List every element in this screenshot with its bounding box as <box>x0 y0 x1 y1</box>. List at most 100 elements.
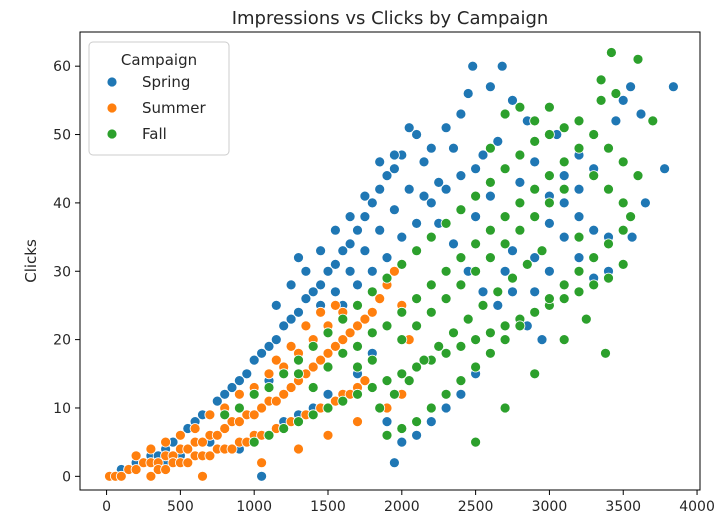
data-point <box>433 340 445 352</box>
data-point <box>388 163 400 175</box>
data-point <box>499 163 511 175</box>
data-point <box>606 47 617 58</box>
data-point <box>263 429 275 441</box>
data-point <box>558 334 570 346</box>
data-point <box>448 142 459 154</box>
data-point <box>344 265 356 277</box>
data-point <box>322 361 334 373</box>
data-point <box>337 395 349 407</box>
data-point <box>219 388 231 400</box>
data-point <box>477 286 489 298</box>
data-point <box>233 416 245 428</box>
data-point <box>455 388 467 400</box>
data-point <box>344 211 356 223</box>
data-point <box>329 340 341 352</box>
data-point <box>573 252 585 264</box>
data-point <box>337 334 349 346</box>
data-point <box>610 88 622 99</box>
data-point <box>610 115 622 127</box>
x-tick-label: 500 <box>167 499 194 515</box>
data-point <box>514 149 526 161</box>
data-point <box>366 327 378 339</box>
plot-frame <box>79 31 701 491</box>
data-point <box>293 354 304 366</box>
data-point <box>359 190 371 202</box>
data-point <box>411 416 423 428</box>
data-point <box>603 183 614 195</box>
data-point <box>529 183 541 195</box>
data-point <box>403 122 415 134</box>
data-point <box>499 238 511 250</box>
data-point <box>455 108 467 120</box>
data-point <box>440 265 452 277</box>
data-point <box>315 306 327 318</box>
data-point <box>640 197 651 209</box>
data-point <box>182 457 194 469</box>
data-point <box>248 409 260 421</box>
data-point <box>300 293 312 305</box>
data-point <box>588 224 600 236</box>
data-point <box>455 340 467 352</box>
data-point <box>256 457 268 469</box>
data-point <box>388 204 400 216</box>
data-point <box>285 340 297 352</box>
data-point <box>388 457 400 469</box>
y-axis: 0 10 20 30 40 50 60 <box>53 59 80 485</box>
data-point <box>544 101 555 113</box>
data-point <box>307 382 319 393</box>
data-point <box>573 231 585 243</box>
data-point <box>514 320 526 332</box>
data-point <box>659 163 670 175</box>
data-point <box>425 231 437 243</box>
data-point <box>411 245 423 257</box>
data-point <box>499 402 511 414</box>
data-point <box>418 354 430 366</box>
data-point <box>285 382 297 393</box>
data-point <box>558 279 570 291</box>
legend-marker <box>106 128 118 140</box>
data-point <box>496 60 508 72</box>
data-point <box>573 286 585 298</box>
data-point <box>455 252 467 264</box>
data-point <box>558 293 570 305</box>
data-point <box>374 183 386 195</box>
data-point <box>388 388 400 400</box>
data-point <box>580 313 592 325</box>
data-point <box>359 313 371 325</box>
data-point <box>285 279 297 291</box>
y-tick-label: 0 <box>62 469 71 485</box>
data-point <box>529 156 541 168</box>
data-point <box>536 245 548 257</box>
data-point <box>130 464 142 475</box>
data-point <box>529 368 541 380</box>
data-point <box>433 176 445 188</box>
data-point <box>278 368 290 380</box>
data-point <box>263 340 275 352</box>
data-point <box>322 402 334 414</box>
data-point <box>388 149 400 161</box>
data-point <box>418 190 430 202</box>
data-point <box>573 142 585 154</box>
data-point <box>197 436 208 448</box>
data-point <box>366 286 378 298</box>
data-point <box>285 313 297 325</box>
data-point <box>558 231 570 243</box>
data-point <box>211 429 223 441</box>
data-point <box>381 416 393 428</box>
x-axis: 0 500 1000 1500 2000 2500 3000 3500 4000 <box>102 490 715 515</box>
data-point <box>440 217 452 229</box>
data-point <box>588 279 600 291</box>
data-point <box>352 361 363 373</box>
data-point <box>514 176 526 188</box>
data-point <box>366 197 378 209</box>
data-point <box>396 436 408 448</box>
data-point <box>270 354 282 366</box>
data-point <box>359 375 371 387</box>
data-point <box>233 375 245 387</box>
data-point <box>396 306 408 318</box>
data-point <box>573 115 585 127</box>
data-point <box>359 245 371 257</box>
data-point <box>521 258 533 270</box>
data-point <box>293 368 304 380</box>
data-point <box>418 156 430 168</box>
